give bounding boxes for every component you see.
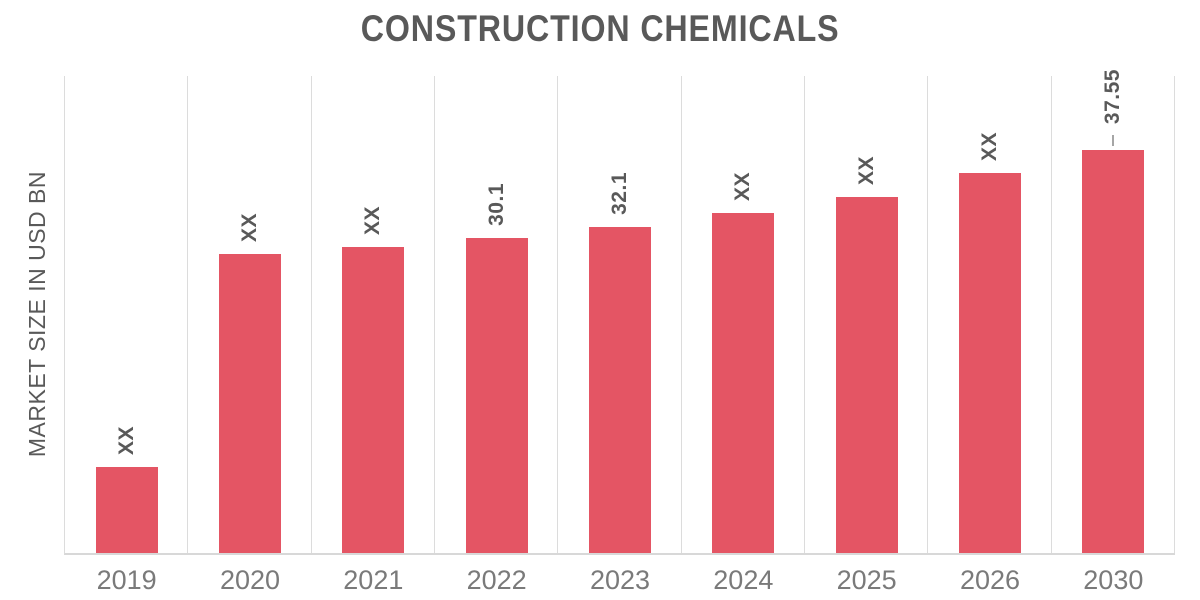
x-axis-tick-label-2020: 2020: [219, 565, 281, 595]
bar-value-label-2030: 37.55: [1101, 68, 1125, 124]
x-axis-tick-label-2030: 2030: [1083, 565, 1144, 595]
gridline: [434, 76, 435, 553]
bar-2021: [342, 247, 405, 553]
bar-value-label-2026: XX: [978, 131, 1001, 161]
x-axis-tick-label-2026: 2026: [959, 565, 1021, 595]
bar-value-label-2020: XX: [238, 212, 261, 242]
bar-2022: [465, 238, 528, 553]
bar-2023: [589, 227, 651, 553]
label-leader-tick: [1112, 135, 1115, 146]
plot-area: XX 2019 XX 2020 XX 2021 30.1 2022 32.1 2023 XX 2024…: [64, 69, 1175, 595]
chart-title-container: CONSTRUCTION CHEMICALS: [0, 8, 1200, 50]
gridline: [1174, 76, 1175, 553]
gridline: [557, 76, 559, 553]
x-axis-tick-label-2023: 2023: [589, 565, 651, 595]
x-axis-tick-label-2022: 2022: [466, 565, 527, 595]
gridline: [804, 76, 805, 553]
gridline: [187, 76, 189, 553]
bar-value-label-2022: 30.1: [484, 183, 508, 226]
bar-2024: [712, 213, 775, 553]
bar-2020: [219, 254, 281, 553]
bar-2019: [95, 467, 158, 553]
bar-value-label-2019: XX: [114, 425, 138, 455]
gridline: [1050, 76, 1052, 553]
gridline: [927, 76, 929, 553]
x-axis-tick-label-2024: 2024: [713, 565, 774, 595]
bar-value-label-2021: XX: [361, 205, 385, 235]
x-axis-tick-label-2021: 2021: [343, 565, 404, 595]
bar-2025: [835, 197, 898, 553]
bar-value-label-2023: 32.1: [608, 172, 631, 215]
chart-title: CONSTRUCTION CHEMICALS: [360, 8, 840, 49]
gridline: [310, 76, 312, 553]
bar-value-label-2024: XX: [731, 171, 755, 201]
bar-value-label-2025: XX: [854, 155, 878, 185]
x-axis-tick-label-2019: 2019: [96, 565, 157, 595]
bar-2026: [959, 173, 1021, 553]
y-axis-title-container: MARKET SIZE IN USD BN: [16, 76, 58, 553]
y-axis-title: MARKET SIZE IN USD BN: [23, 171, 50, 458]
bar-2030: [1082, 150, 1145, 553]
gridline: [680, 76, 682, 553]
x-axis-tick-label-2025: 2025: [836, 565, 897, 595]
